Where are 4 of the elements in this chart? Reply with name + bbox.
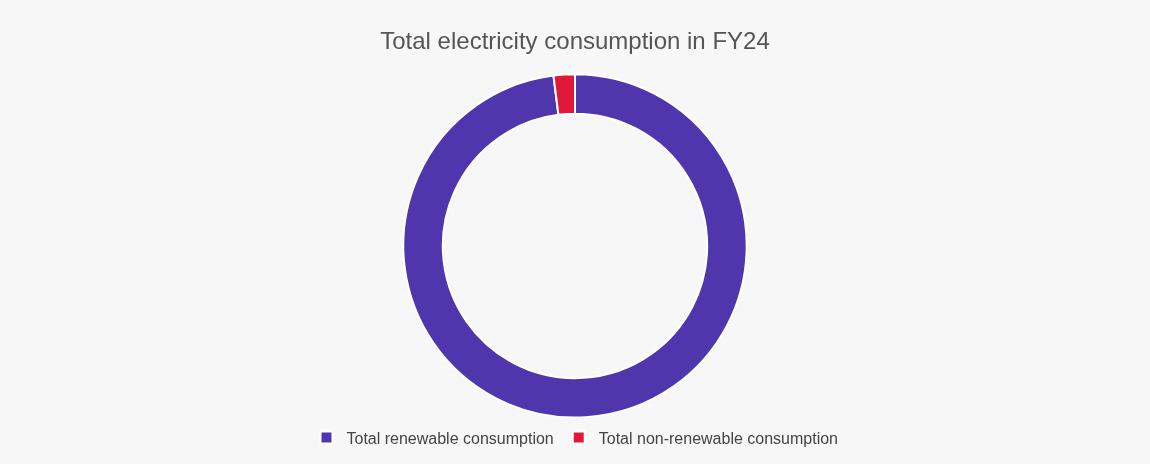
legend-label: Total renewable consumption — [346, 429, 554, 447]
chart-title: Total electricity consumption in FY24 — [380, 27, 770, 55]
donut-slice — [402, 73, 748, 419]
legend-label: Total non-renewable consumption — [598, 429, 838, 447]
